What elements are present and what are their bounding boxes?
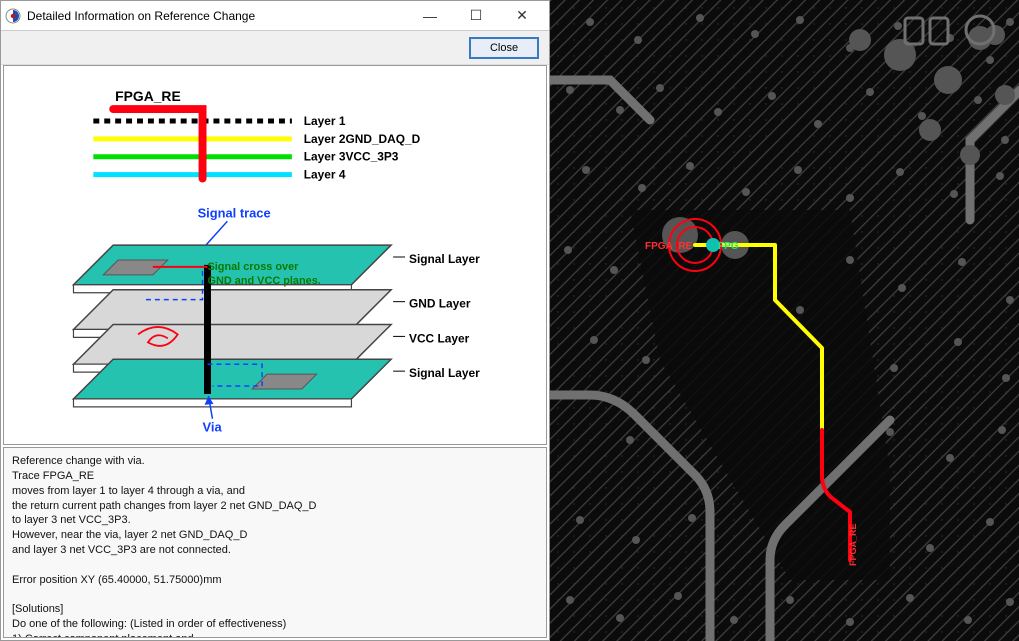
svg-text:Layer 2GND_DAQ_D: Layer 2GND_DAQ_D (304, 132, 421, 146)
layer-diagram: Layer 1 Layer 2GND_DAQ_D Layer 3VCC_3P3 Lay… (4, 66, 546, 444)
svg-text:Via: Via (203, 420, 223, 435)
pcb-view[interactable]: FPGA_RE FPG FPGA_RE (550, 0, 1019, 641)
titlebar[interactable]: Detailed Information on Reference Change… (1, 1, 549, 31)
dialog-window: Detailed Information on Reference Change… (0, 0, 550, 641)
diagram-pane: Layer 1 Layer 2GND_DAQ_D Layer 3VCC_3P3 Lay… (3, 65, 547, 445)
svg-text:FPGA_RE: FPGA_RE (848, 523, 858, 566)
svg-text:Signal Layer: Signal Layer (409, 366, 480, 380)
minimize-button[interactable]: — (407, 2, 453, 30)
svg-text:Signal trace: Signal trace (198, 205, 271, 220)
dialog-toolbar: Close (1, 31, 549, 65)
dialog-column: Detailed Information on Reference Change… (0, 0, 550, 641)
svg-text:Signal cross over: Signal cross over (207, 261, 299, 273)
svg-text:FPGA_RE: FPGA_RE (645, 241, 693, 252)
close-window-button[interactable]: ✕ (499, 2, 545, 30)
svg-text:VCC Layer: VCC Layer (409, 331, 470, 345)
window-buttons: — ☐ ✕ (407, 2, 545, 30)
svg-text:GND Layer: GND Layer (409, 297, 471, 311)
close-button[interactable]: Close (469, 37, 539, 59)
svg-text:FPG: FPG (718, 241, 739, 252)
svg-text:Signal Layer: Signal Layer (409, 252, 480, 266)
app-icon (5, 8, 21, 24)
pcb-canvas: FPGA_RE FPG FPGA_RE (550, 0, 1019, 641)
svg-text:FPGA_RE: FPGA_RE (115, 88, 181, 104)
svg-text:GND and VCC planes.: GND and VCC planes. (207, 275, 320, 287)
svg-text:Layer 3VCC_3P3: Layer 3VCC_3P3 (304, 150, 399, 164)
app-root: Detailed Information on Reference Change… (0, 0, 1019, 641)
window-title: Detailed Information on Reference Change (27, 9, 407, 23)
svg-text:Layer 1: Layer 1 (304, 114, 346, 128)
analysis-text: Reference change with via. Trace FPGA_RE… (3, 447, 547, 638)
svg-text:Layer 4: Layer 4 (304, 168, 346, 182)
maximize-button[interactable]: ☐ (453, 2, 499, 30)
